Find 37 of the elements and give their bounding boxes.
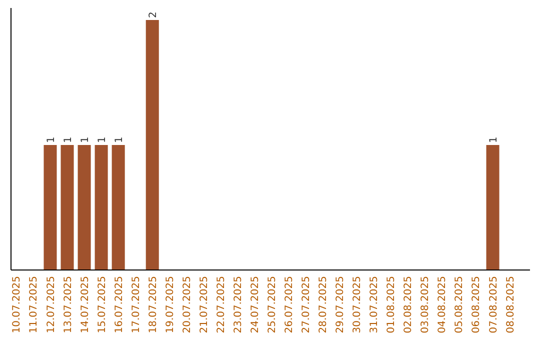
x-tick-label: 19.07.2025 [164, 276, 176, 334]
x-tick-label: 06.08.2025 [471, 276, 482, 334]
x-tick-label: 05.08.2025 [454, 276, 466, 334]
x-tick-label: 25.07.2025 [267, 276, 278, 334]
data-label: 1 [62, 136, 74, 143]
x-tick-label: 24.07.2025 [250, 276, 261, 334]
x-tick-label: 16.07.2025 [114, 276, 125, 334]
data-label: 1 [114, 136, 125, 143]
x-tick-label: 23.07.2025 [232, 276, 244, 334]
x-tick-label: 20.07.2025 [182, 276, 193, 334]
data-label: 2 [148, 12, 159, 18]
data-label: 1 [80, 136, 91, 143]
x-tick-label: 07.08.2025 [488, 276, 500, 334]
x-tick-label: 27.07.2025 [301, 276, 312, 334]
x-tick-label: 08.08.2025 [505, 276, 516, 334]
data-label: 1 [96, 136, 108, 143]
data-label: 1 [488, 136, 500, 143]
x-tick-label: 18.07.2025 [148, 276, 159, 334]
x-tick-label: 31.07.2025 [369, 276, 380, 334]
x-tick-label: 26.07.2025 [284, 276, 296, 334]
x-tick-label: 30.07.2025 [352, 276, 364, 334]
x-tick-label: 14.07.2025 [80, 276, 91, 334]
x-tick-label: 03.08.2025 [420, 276, 432, 334]
x-tick-label: 17.07.2025 [130, 276, 142, 334]
x-tick-label: 29.07.2025 [335, 276, 346, 334]
x-tick-label: 15.07.2025 [96, 276, 108, 334]
x-tick-label: 04.08.2025 [437, 276, 448, 334]
x-tick-label: 12.07.2025 [46, 276, 57, 334]
data-label: 1 [46, 136, 57, 143]
x-tick-label: 01.08.2025 [386, 276, 398, 334]
x-tick-label: 22.07.2025 [216, 276, 227, 334]
x-tick-label: 10.07.2025 [12, 276, 23, 334]
x-tick-label: 21.07.2025 [198, 276, 210, 334]
x-tick-label: 13.07.2025 [62, 276, 74, 334]
x-tick-label: 28.07.2025 [318, 276, 330, 334]
x-tick-label: 02.08.2025 [403, 276, 414, 334]
x-tick-label: 11.07.2025 [28, 276, 40, 334]
